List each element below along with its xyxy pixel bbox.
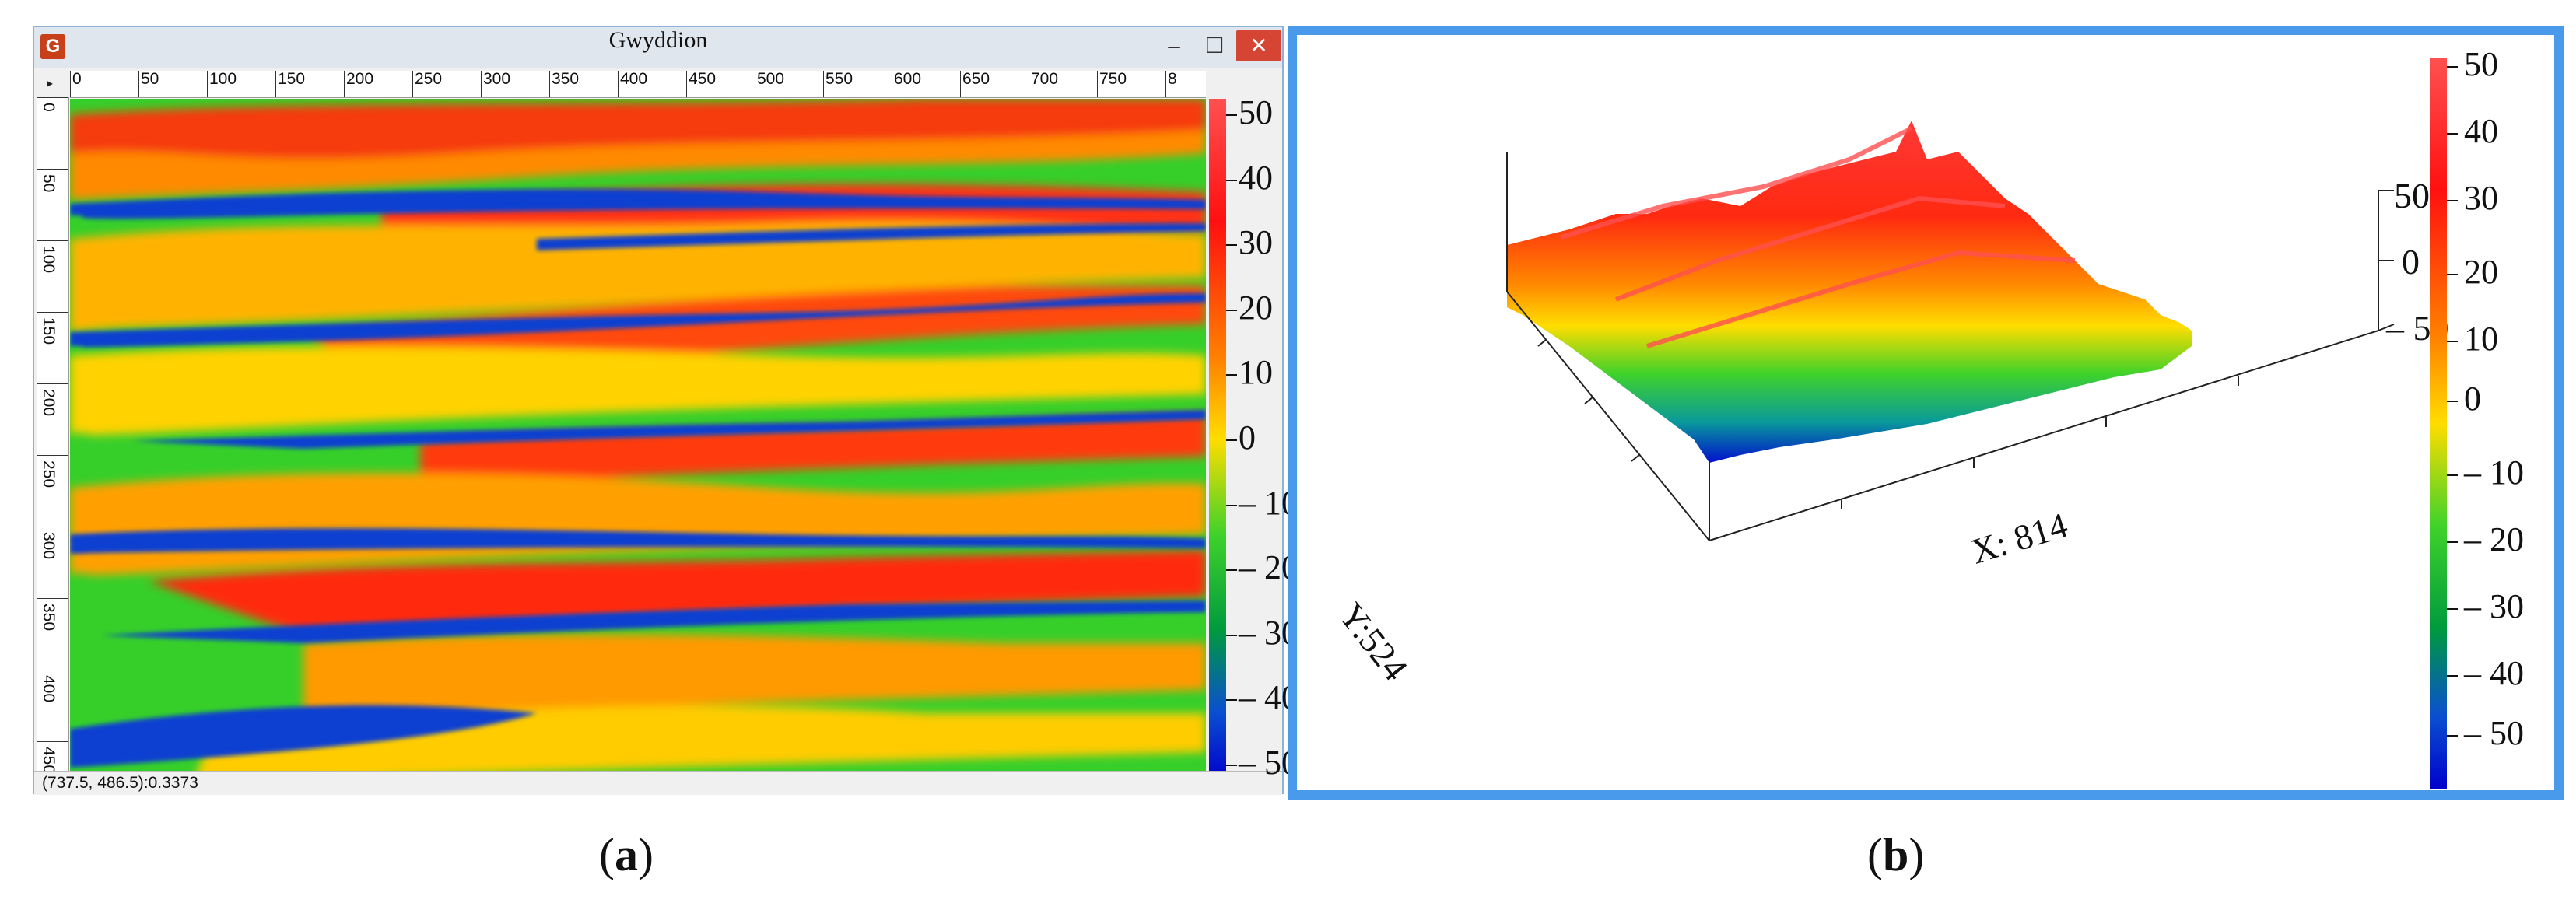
ruler-tick-text: 0 bbox=[40, 103, 58, 112]
ruler-tick-label: 250 bbox=[412, 71, 442, 97]
ruler-tick-text: 450 bbox=[40, 747, 58, 775]
ruler-tick-label: 100 bbox=[207, 71, 237, 97]
color-scale-bar bbox=[1209, 99, 1226, 780]
ruler-tick-label: 200 bbox=[37, 383, 68, 416]
ruler-tick-label: 450 bbox=[37, 741, 68, 774]
color-scale-tick-3d bbox=[2447, 340, 2458, 342]
vertical-ruler: 0 50 100 150 200 250 300 350 400 450 bbox=[37, 97, 69, 780]
color-scale-tick-3d bbox=[2447, 607, 2458, 610]
color-scale-tick bbox=[1226, 569, 1237, 572]
color-scale-bar-3d bbox=[2430, 58, 2447, 789]
ruler-tick-label: 50 bbox=[138, 71, 159, 97]
ruler-tick-text: 100 bbox=[40, 246, 58, 274]
color-scale-label-3d: 40 bbox=[2464, 112, 2498, 150]
color-scale-tick-3d bbox=[2447, 66, 2458, 68]
ruler-tick-text: 50 bbox=[40, 174, 58, 193]
caption-a-letter: a bbox=[614, 829, 638, 880]
window-title: Gwyddion bbox=[608, 27, 708, 53]
ruler-tick-text: 200 bbox=[40, 389, 58, 417]
color-scale-label-3d: – 40 bbox=[2464, 653, 2524, 692]
color-scale-label-3d: – 50 bbox=[2464, 714, 2524, 752]
color-scale-label: 30 bbox=[1239, 223, 1273, 262]
color-scale-tick bbox=[1226, 765, 1237, 766]
3d-surface-view[interactable]: 50 0 – 50 X: 814 Y:524 50 40 30 20 10 0– 10– … bbox=[1288, 26, 2564, 800]
ruler-tick-label: 400 bbox=[618, 71, 647, 97]
color-scale-label: 0 bbox=[1239, 418, 1256, 457]
ruler-tick-label: 500 bbox=[755, 71, 784, 97]
ruler-tick-text: 350 bbox=[40, 604, 58, 632]
color-scale-tick bbox=[1226, 179, 1237, 181]
color-scale-tick-3d bbox=[2447, 674, 2458, 677]
color-scale-label-3d: 30 bbox=[2464, 179, 2498, 217]
caption-b-letter: b bbox=[1882, 829, 1909, 880]
maximize-button[interactable]: ☐ bbox=[1204, 33, 1225, 58]
color-scale-tick-3d bbox=[2447, 133, 2458, 135]
color-scale-tick-3d bbox=[2447, 735, 2458, 737]
ruler-tick-text: 400 bbox=[40, 675, 58, 703]
minimize-button[interactable]: – bbox=[1168, 33, 1180, 58]
color-scale-label: 50 bbox=[1239, 93, 1273, 131]
gwyddion-window: G Gwyddion – ☐ ✕ ▸ 0 50 100 150 200 250 300 350… bbox=[33, 26, 1299, 795]
ruler-tick-label: 700 bbox=[1029, 71, 1058, 97]
ruler-tick-label: 0 bbox=[70, 71, 82, 97]
color-scale-label-3d: – 30 bbox=[2464, 586, 2524, 625]
ruler-tick-label: 350 bbox=[37, 598, 68, 631]
gwyddion-app-icon[interactable]: G bbox=[40, 34, 65, 59]
color-scale-tick bbox=[1226, 699, 1237, 702]
z-axis-label-mid: 0 bbox=[2402, 242, 2420, 282]
ruler-tick-label: 450 bbox=[686, 71, 716, 97]
caption-b: (b) bbox=[1867, 829, 1925, 880]
color-scale-label-3d: 20 bbox=[2464, 252, 2498, 291]
color-scale-tick bbox=[1226, 374, 1237, 376]
title-bar[interactable]: G Gwyddion – ☐ ✕ bbox=[34, 27, 1282, 68]
color-scale-label-3d: 50 bbox=[2464, 45, 2498, 83]
color-scale-tick-3d bbox=[2447, 541, 2458, 543]
ruler-tick-label: 750 bbox=[1097, 71, 1127, 97]
color-scale-label-3d: – 10 bbox=[2464, 453, 2524, 492]
ruler-tick-label: 600 bbox=[892, 71, 921, 97]
color-scale-tick bbox=[1226, 309, 1237, 311]
color-scale-label: 40 bbox=[1239, 158, 1273, 197]
color-scale-tick-3d bbox=[2447, 474, 2458, 476]
ruler-tick-label: 8 bbox=[1165, 71, 1177, 97]
close-button[interactable]: ✕ bbox=[1236, 30, 1281, 61]
ruler-tick-label: 0 bbox=[37, 97, 68, 112]
color-scale-tick-3d bbox=[2447, 273, 2458, 275]
color-scale-tick bbox=[1226, 439, 1237, 441]
ruler-tick-label: 200 bbox=[344, 71, 373, 97]
ruler-tick-label: 100 bbox=[37, 240, 68, 273]
ruler-tick-label: 300 bbox=[481, 71, 510, 97]
ruler-tick-label: 350 bbox=[549, 71, 579, 97]
color-scale-label-3d: – 20 bbox=[2464, 520, 2524, 558]
horizontal-ruler: 0 50 100 150 200 250 300 350 400 450 500 550 600 650 7… bbox=[70, 71, 1206, 98]
ruler-tick-label: 250 bbox=[37, 455, 68, 488]
ruler-corner-arrow-icon[interactable]: ▸ bbox=[47, 77, 54, 90]
color-scale-tick bbox=[1226, 504, 1237, 506]
color-scale-tick bbox=[1226, 114, 1237, 116]
z-axis-label-top: 50 bbox=[2394, 176, 2430, 215]
3d-surface-graphic bbox=[1506, 121, 2395, 541]
ruler-tick-label: 650 bbox=[960, 71, 990, 97]
ruler-tick-text: 150 bbox=[40, 317, 58, 345]
color-scale-label: 20 bbox=[1239, 288, 1273, 327]
height-map-graphic bbox=[70, 99, 1206, 780]
ruler-tick-label: 150 bbox=[275, 71, 305, 97]
color-scale-tick-3d bbox=[2447, 200, 2458, 201]
ruler-tick-label: 50 bbox=[37, 169, 68, 192]
ruler-tick-label: 550 bbox=[823, 71, 853, 97]
color-scale-tick bbox=[1226, 244, 1237, 247]
status-bar: (737.5, 486.5):0.3373 bbox=[34, 771, 1282, 795]
color-scale-tick bbox=[1226, 634, 1237, 636]
color-scale-label-3d: 0 bbox=[2464, 380, 2481, 418]
caption-a: (a) bbox=[599, 829, 654, 880]
color-scale-label-3d: 10 bbox=[2464, 319, 2498, 358]
ruler-tick-label: 150 bbox=[37, 312, 68, 345]
color-scale-label: 10 bbox=[1239, 353, 1273, 392]
color-scale-tick-3d bbox=[2447, 401, 2458, 402]
cursor-readout: (737.5, 486.5):0.3373 bbox=[42, 774, 198, 792]
height-map-image[interactable] bbox=[70, 99, 1206, 780]
ruler-tick-text: 250 bbox=[40, 460, 58, 488]
ruler-tick-text: 300 bbox=[40, 532, 58, 560]
